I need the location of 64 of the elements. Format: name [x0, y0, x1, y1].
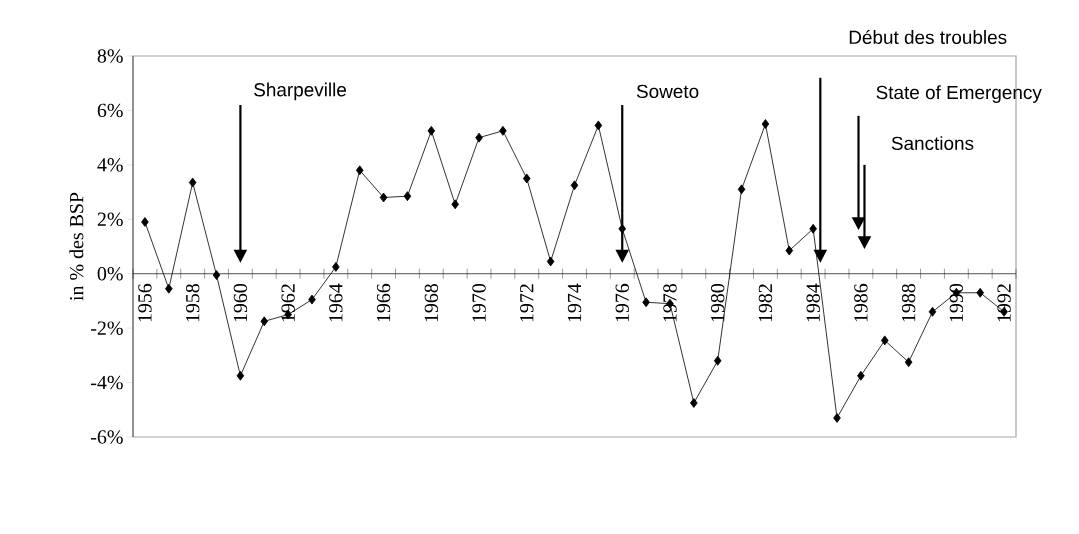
point — [308, 294, 316, 305]
point — [785, 245, 794, 256]
point — [570, 180, 579, 191]
y-tick-label: -4% — [91, 375, 123, 390]
point — [332, 262, 340, 272]
point — [594, 120, 603, 131]
y-tick-label: -2% — [91, 321, 123, 335]
x-tick-label: 1978 — [663, 283, 677, 322]
y-tick-label: 8% — [97, 49, 123, 63]
point — [427, 125, 436, 136]
point — [976, 287, 984, 298]
point — [141, 217, 149, 227]
x-tick-label: 1974 — [567, 283, 582, 322]
y-tick-label: 4% — [97, 158, 123, 172]
point — [880, 335, 889, 346]
point — [546, 256, 555, 267]
x-tick-label: 1986 — [854, 283, 868, 322]
x-tick-label: 1992 — [997, 284, 1011, 322]
x-tick-label: 1982 — [758, 284, 773, 322]
point — [451, 199, 459, 210]
point — [165, 283, 173, 294]
point — [690, 398, 698, 408]
x-tick-label: 1958 — [185, 283, 200, 322]
point — [857, 370, 865, 381]
point — [809, 223, 817, 234]
annotation: Sharpeville — [254, 82, 347, 101]
point — [928, 306, 937, 317]
text: Début des troubles — [849, 29, 1007, 45]
annotation: Sanctions — [891, 136, 974, 151]
x-tick-label: 1966 — [376, 283, 391, 322]
x-tick-label: 1972 — [520, 284, 534, 322]
point — [260, 316, 269, 327]
point — [737, 184, 746, 195]
point — [761, 119, 770, 129]
point — [499, 125, 507, 136]
x-tick-label: 1964 — [329, 283, 343, 322]
x-tick-label: 1968 — [424, 283, 439, 322]
x-tick-label: 1984 — [806, 283, 820, 322]
y-tick-label: 2% — [97, 212, 123, 227]
x-tick-label: 1960 — [233, 283, 248, 322]
point — [379, 192, 388, 203]
x-tick-label: 1962 — [281, 284, 295, 322]
point — [403, 191, 412, 202]
annotation: State of Emergency — [876, 85, 1042, 103]
y-tick-label: 0% — [97, 266, 123, 281]
y-tick-label: 6% — [97, 103, 123, 118]
point — [642, 297, 650, 308]
point — [212, 270, 221, 280]
x-tick-label: 1970 — [472, 283, 486, 322]
x-tick-label: 1980 — [710, 283, 725, 322]
x-tick-label: 1956 — [138, 283, 152, 322]
point — [833, 413, 841, 423]
point — [355, 165, 364, 176]
point — [236, 370, 245, 381]
point — [475, 132, 483, 143]
x-tick-label: 1976 — [615, 283, 629, 322]
point — [188, 177, 197, 188]
point — [523, 173, 531, 184]
x-tick-label: 1988 — [901, 283, 916, 322]
annotation: Soweto — [636, 84, 699, 99]
point — [713, 355, 722, 366]
y-axis-title: in % des BSP — [69, 192, 84, 301]
y-tick-label: -6% — [91, 430, 123, 444]
point — [904, 357, 913, 368]
